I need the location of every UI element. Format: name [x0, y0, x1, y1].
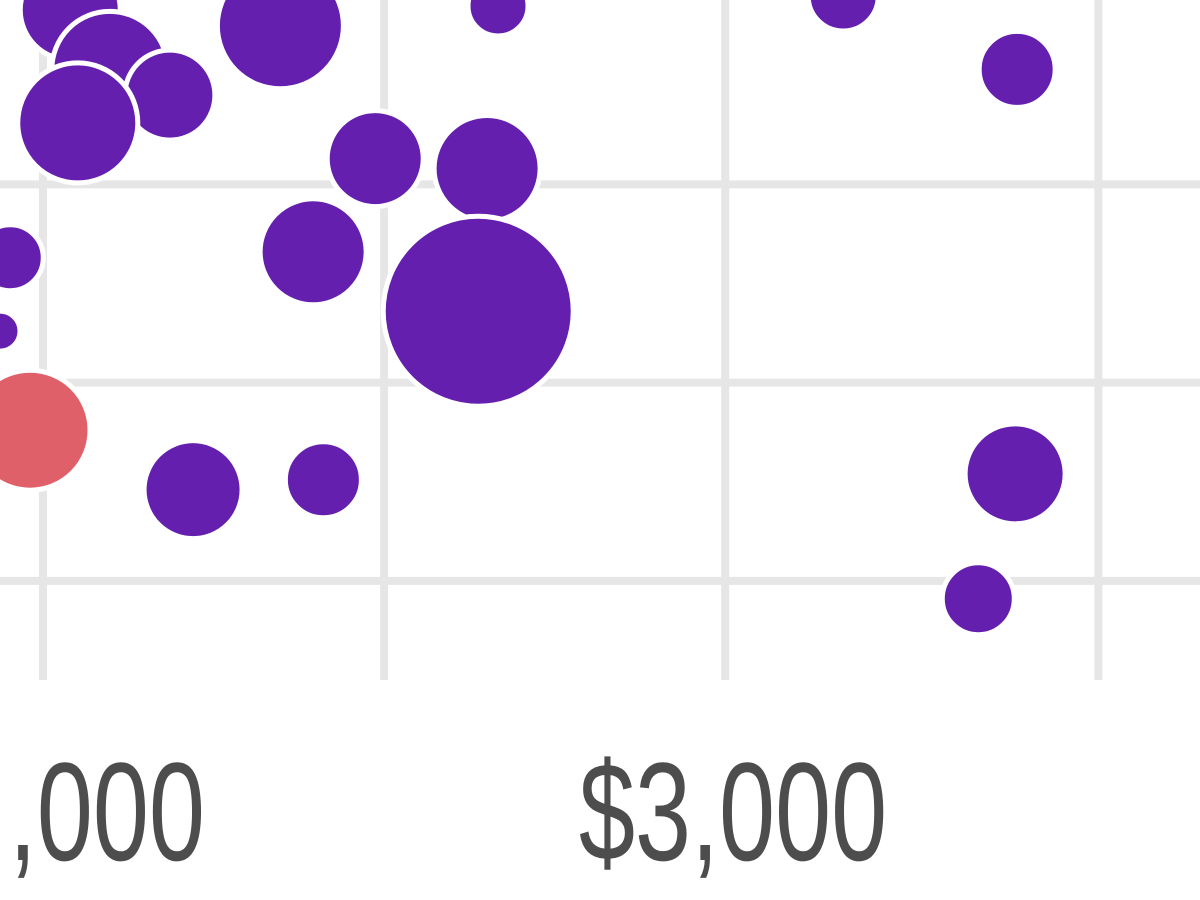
x-tick-label: ,000 [9, 734, 205, 890]
bubble [976, 28, 1058, 110]
bubble [0, 367, 93, 493]
x-tick-label: $3,000 [579, 734, 887, 890]
bubble [0, 308, 23, 354]
bubble [939, 560, 1017, 638]
bubble [141, 438, 245, 542]
bubble [324, 108, 426, 210]
bubble [465, 0, 531, 39]
bubble [257, 196, 369, 308]
bubble [380, 213, 576, 409]
bubble [431, 113, 543, 225]
bubble [805, 0, 881, 34]
bubble [0, 222, 46, 294]
bubble [962, 421, 1068, 527]
bubble [15, 60, 141, 186]
bubble [214, 0, 346, 92]
bubble [282, 439, 364, 521]
